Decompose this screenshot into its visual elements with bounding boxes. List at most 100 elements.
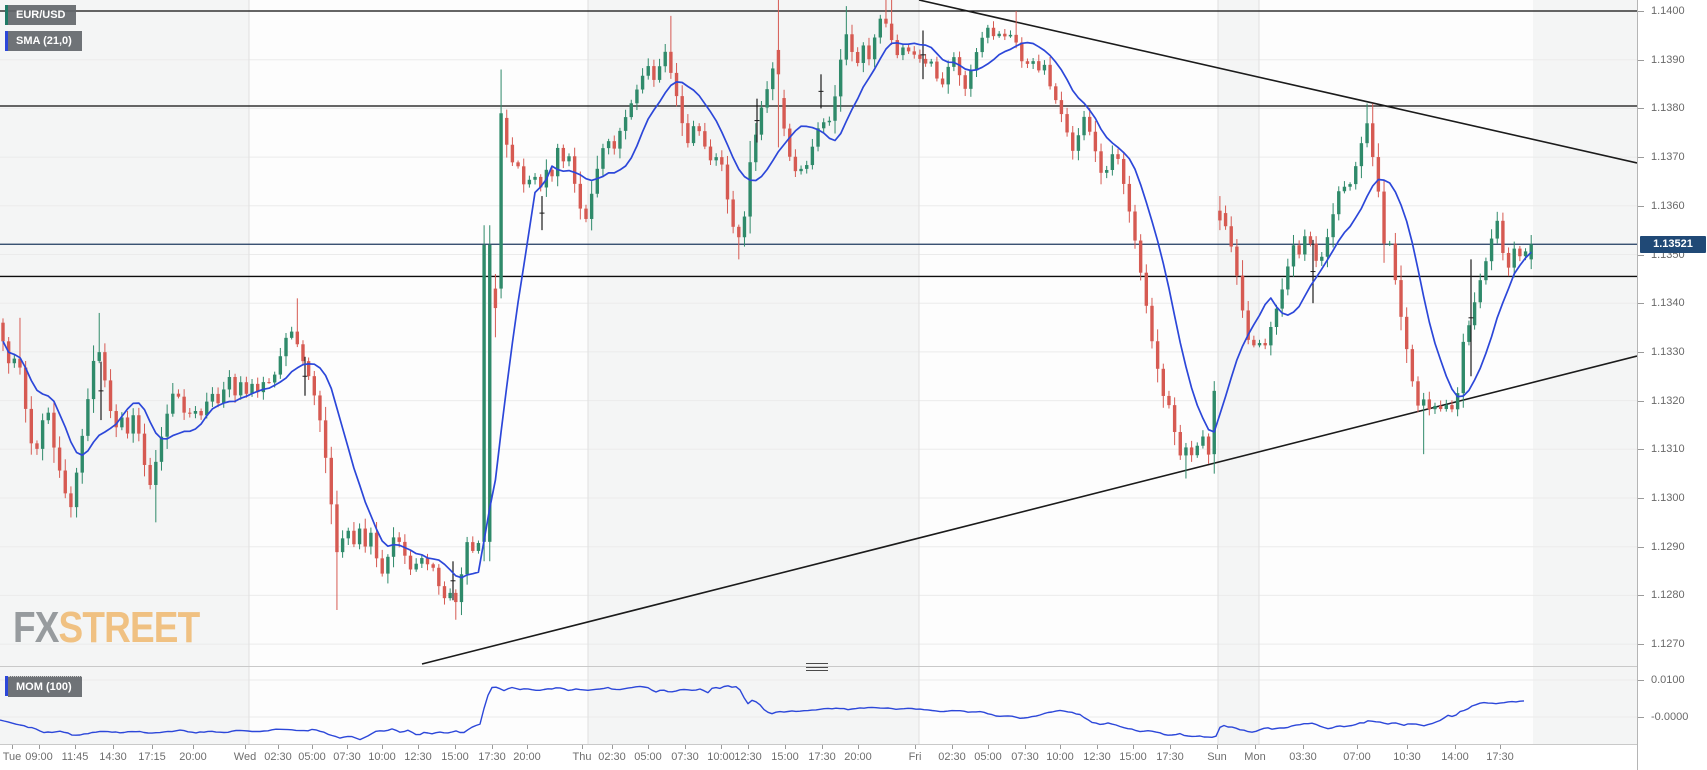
candle-up <box>742 216 747 238</box>
candle-down <box>776 49 781 75</box>
pane-resize-grip[interactable] <box>806 663 828 671</box>
candle-up <box>1337 191 1341 215</box>
sma-indicator-badge[interactable]: SMA (21,0) <box>5 31 82 51</box>
candle-up <box>340 538 345 553</box>
candle-down <box>1450 405 1454 410</box>
time-axis-tick <box>1500 745 1501 749</box>
candle-up <box>414 563 418 570</box>
candle-down <box>1138 240 1143 273</box>
candle-up <box>1359 143 1364 167</box>
time-axis[interactable]: Tue 09:00 11:45 14:30 17:15 20:00 Wed 02:30 05:0… <box>0 745 1637 770</box>
mom-indicator-badge[interactable]: MOM (100) <box>5 675 82 697</box>
candle-up <box>1257 343 1262 346</box>
candle-down <box>256 383 260 393</box>
candle-up <box>901 47 905 56</box>
candle-down <box>680 96 684 124</box>
price-axis-tick <box>1638 254 1644 256</box>
candle-down <box>1155 341 1160 369</box>
candle-up <box>1105 169 1109 173</box>
candle-up <box>1472 302 1477 326</box>
time-axis-tick <box>418 745 419 749</box>
candle-down <box>578 183 583 209</box>
time-axis-tick <box>113 745 114 749</box>
price-axis-tick <box>1638 303 1644 305</box>
candle-down <box>182 396 186 413</box>
candle-up <box>986 27 990 38</box>
candle-up <box>1076 135 1081 151</box>
candle-up <box>946 66 950 85</box>
main-chart-plot-area[interactable] <box>0 0 1637 745</box>
momentum-pane[interactable] <box>0 666 1637 745</box>
candle-up <box>1455 393 1460 410</box>
time-axis-tick <box>748 745 749 749</box>
price-axis-tick <box>1638 351 1644 353</box>
candle-down <box>1376 157 1381 192</box>
time-axis-label: 17:30 <box>1486 751 1514 763</box>
candle-down <box>889 23 894 41</box>
candle-up <box>284 337 288 357</box>
time-axis-tick <box>858 745 859 749</box>
price-axis-label: 1.1320 <box>1651 394 1685 407</box>
time-axis-label: Sun <box>1207 751 1227 763</box>
time-axis-label: 17:30 <box>808 751 836 763</box>
time-axis-tick <box>721 745 722 749</box>
candle-up <box>205 401 209 416</box>
time-axis-label: 07:00 <box>1343 751 1371 763</box>
time-axis-label: 07:30 <box>333 751 361 763</box>
candle-down <box>855 51 860 63</box>
symbol-badge[interactable]: EUR/USD <box>5 5 76 25</box>
candle-down <box>18 358 22 368</box>
price-axis-tick <box>1638 11 1644 12</box>
price-axis[interactable]: 1.13521 1.1400 1.1390 1.1380 1.1370 1.1360 1.… <box>1637 0 1707 770</box>
time-axis-label: 15:00 <box>1119 751 1147 763</box>
candle-up <box>833 96 837 121</box>
candle-up <box>629 103 633 118</box>
time-axis-tick <box>952 745 953 749</box>
candle-down <box>403 541 407 556</box>
candle-down <box>550 169 554 177</box>
candle-down <box>686 123 690 144</box>
time-axis-tick <box>312 745 313 749</box>
time-axis-label: Thu <box>572 751 592 763</box>
candle-up <box>759 107 764 135</box>
price-axis-tick <box>1638 205 1644 207</box>
candle-down <box>52 412 56 448</box>
candle-down <box>584 208 588 219</box>
candle-up <box>1201 436 1205 446</box>
time-axis-label: 02:30 <box>598 751 626 763</box>
candle-down <box>380 558 384 574</box>
candle-up <box>448 592 452 599</box>
candle-up <box>589 193 594 219</box>
time-axis-tick <box>492 745 493 749</box>
candle-down <box>69 493 73 508</box>
time-axis-label: 05:00 <box>634 751 662 763</box>
candle-up <box>640 75 645 90</box>
candle-down <box>1020 42 1024 62</box>
candle-up <box>714 157 718 161</box>
candle-up <box>1484 261 1488 281</box>
candle-up <box>465 542 469 575</box>
candle-down <box>1246 310 1250 340</box>
candle-down <box>912 51 916 55</box>
candle-up <box>1291 245 1296 267</box>
candle-down <box>1263 343 1267 346</box>
trendline-descending-resistance[interactable] <box>918 0 1637 164</box>
candle-down <box>301 344 305 362</box>
price-axis-tick <box>1638 59 1644 61</box>
candle-down <box>1003 33 1007 37</box>
time-axis-tick <box>1097 745 1098 749</box>
candle-down <box>329 457 333 505</box>
candle-down <box>991 27 996 37</box>
candle-down <box>493 288 498 309</box>
pane-divider[interactable] <box>0 666 1707 667</box>
candle-down <box>216 393 220 404</box>
time-axis-label: Wed <box>233 751 257 763</box>
candle-down <box>1065 114 1069 133</box>
time-axis-tick <box>1303 745 1304 749</box>
candle-down <box>142 433 147 465</box>
candle-down <box>199 410 203 416</box>
price-axis-tick <box>1638 546 1644 548</box>
candle-down <box>697 126 701 132</box>
candle-down <box>1172 405 1177 433</box>
candle-down <box>788 128 792 157</box>
